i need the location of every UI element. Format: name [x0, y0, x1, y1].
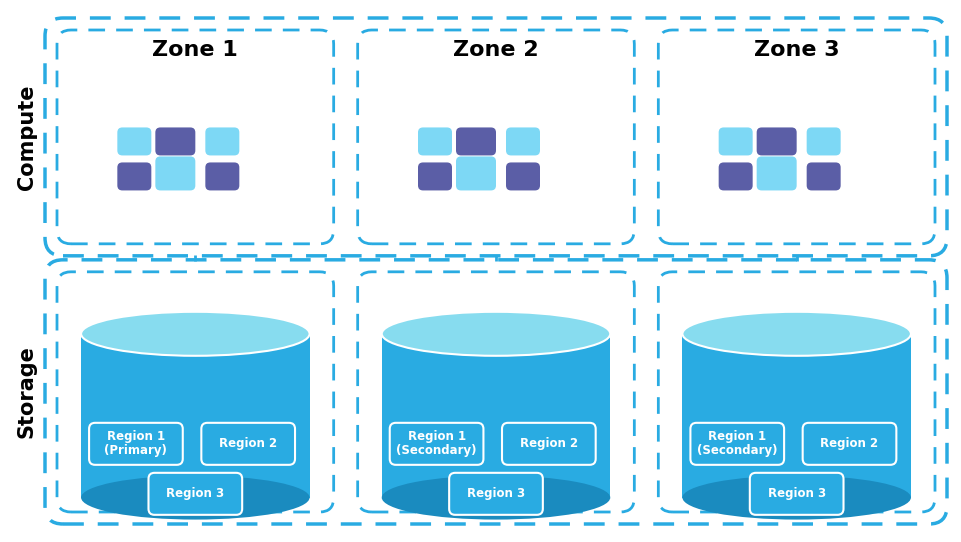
Polygon shape: [81, 334, 309, 498]
FancyBboxPatch shape: [801, 423, 896, 465]
FancyBboxPatch shape: [205, 163, 239, 190]
Ellipse shape: [382, 475, 609, 520]
Polygon shape: [681, 334, 910, 498]
Text: Region 2: Region 2: [820, 437, 877, 450]
FancyBboxPatch shape: [718, 127, 752, 156]
FancyBboxPatch shape: [756, 127, 796, 156]
FancyBboxPatch shape: [148, 473, 242, 515]
FancyBboxPatch shape: [718, 163, 752, 190]
FancyBboxPatch shape: [749, 473, 843, 515]
Text: Zone 2: Zone 2: [453, 40, 538, 60]
FancyBboxPatch shape: [205, 127, 239, 156]
Text: Region 3: Region 3: [466, 487, 525, 500]
FancyBboxPatch shape: [806, 127, 840, 156]
Text: Region 3: Region 3: [166, 487, 224, 500]
Text: Storage: Storage: [17, 345, 37, 438]
Text: Region 2: Region 2: [519, 437, 578, 450]
FancyBboxPatch shape: [449, 473, 542, 515]
FancyBboxPatch shape: [155, 157, 195, 190]
Text: Region 2: Region 2: [219, 437, 277, 450]
Text: Region 3: Region 3: [767, 487, 825, 500]
FancyBboxPatch shape: [117, 163, 151, 190]
FancyBboxPatch shape: [418, 163, 452, 190]
FancyBboxPatch shape: [756, 157, 796, 190]
Ellipse shape: [81, 312, 309, 356]
Text: Region 1
(Primary): Region 1 (Primary): [105, 430, 167, 457]
FancyBboxPatch shape: [117, 127, 151, 156]
FancyBboxPatch shape: [505, 163, 539, 190]
Ellipse shape: [681, 312, 910, 356]
FancyBboxPatch shape: [155, 127, 195, 156]
FancyBboxPatch shape: [389, 423, 483, 465]
FancyBboxPatch shape: [505, 127, 539, 156]
Ellipse shape: [382, 312, 609, 356]
FancyBboxPatch shape: [418, 127, 452, 156]
Text: Compute: Compute: [17, 84, 37, 190]
Text: Region 1
(Secondary): Region 1 (Secondary): [697, 430, 776, 457]
Text: Zone 3: Zone 3: [753, 40, 839, 60]
FancyBboxPatch shape: [89, 423, 183, 465]
Text: Region 1
(Secondary): Region 1 (Secondary): [396, 430, 477, 457]
FancyBboxPatch shape: [456, 157, 496, 190]
FancyBboxPatch shape: [690, 423, 783, 465]
Polygon shape: [382, 334, 609, 498]
Ellipse shape: [81, 475, 309, 520]
FancyBboxPatch shape: [456, 127, 496, 156]
FancyBboxPatch shape: [806, 163, 840, 190]
FancyBboxPatch shape: [502, 423, 595, 465]
FancyBboxPatch shape: [201, 423, 295, 465]
Ellipse shape: [681, 475, 910, 520]
Text: Zone 1: Zone 1: [152, 40, 238, 60]
